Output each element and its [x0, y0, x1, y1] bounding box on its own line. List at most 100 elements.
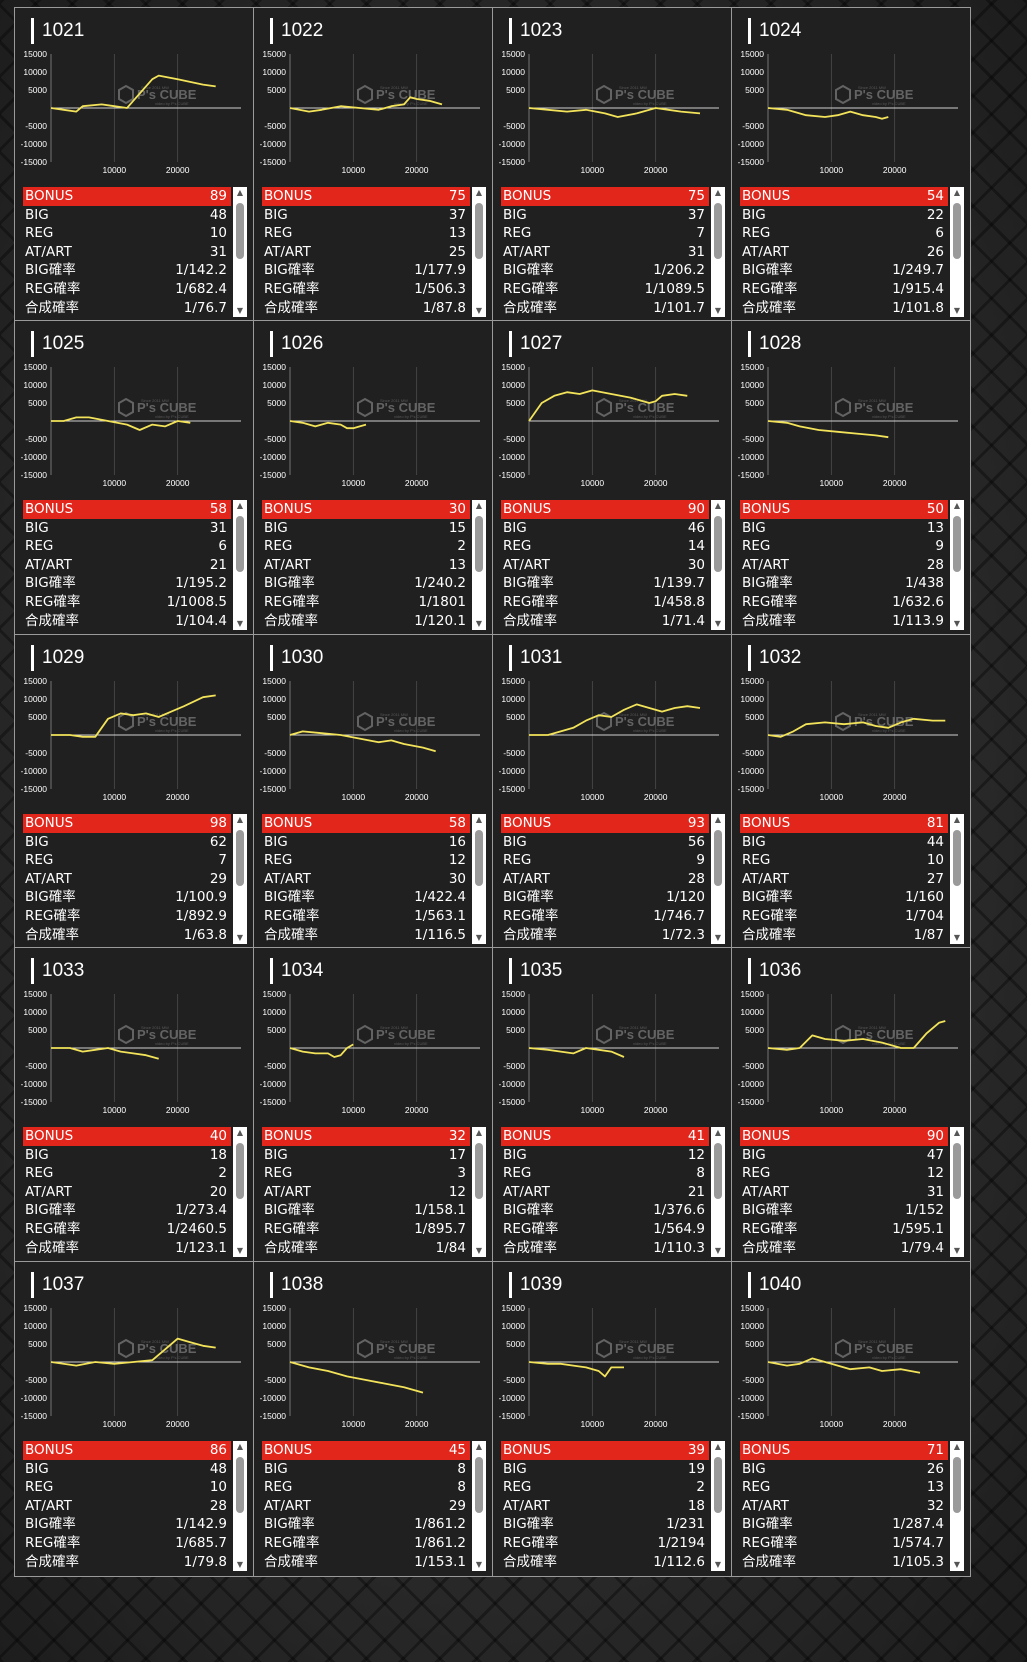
stats-scrollbar[interactable]: ▲ ▼: [950, 814, 964, 944]
scroll-thumb[interactable]: [236, 830, 244, 886]
up-arrow-icon[interactable]: ▲: [475, 1128, 483, 1137]
machine-card[interactable]: 1029 15000 10000 5000 -5000 -10000 -15000 10000…: [14, 634, 254, 950]
scroll-thumb[interactable]: [953, 1143, 961, 1199]
scroll-thumb[interactable]: [953, 830, 961, 886]
machine-card[interactable]: 1027 15000 10000 5000 -5000 -10000 -15000 10000…: [492, 320, 732, 636]
stats-scrollbar[interactable]: ▲ ▼: [233, 500, 247, 630]
up-arrow-icon[interactable]: ▲: [475, 815, 483, 824]
down-arrow-icon[interactable]: ▼: [236, 306, 244, 315]
machine-card[interactable]: 1034 15000 10000 5000 -5000 -10000 -15000 10000…: [253, 947, 493, 1263]
stats-scrollbar[interactable]: ▲ ▼: [472, 187, 486, 317]
machine-card[interactable]: 1031 15000 10000 5000 -5000 -10000 -15000 10000…: [492, 634, 732, 950]
scroll-thumb[interactable]: [714, 830, 722, 886]
machine-card[interactable]: 1036 15000 10000 5000 -5000 -10000 -15000 10000…: [731, 947, 971, 1263]
down-arrow-icon[interactable]: ▼: [236, 933, 244, 942]
up-arrow-icon[interactable]: ▲: [236, 501, 244, 510]
down-arrow-icon[interactable]: ▼: [475, 619, 483, 628]
scroll-thumb[interactable]: [953, 203, 961, 259]
up-arrow-icon[interactable]: ▲: [714, 815, 722, 824]
up-arrow-icon[interactable]: ▲: [953, 1128, 961, 1137]
up-arrow-icon[interactable]: ▲: [236, 1442, 244, 1451]
stats-scrollbar[interactable]: ▲ ▼: [233, 814, 247, 944]
scroll-thumb[interactable]: [236, 203, 244, 259]
machine-card[interactable]: 1032 15000 10000 5000 -5000 -10000 -15000 10000…: [731, 634, 971, 950]
scroll-thumb[interactable]: [714, 203, 722, 259]
scroll-thumb[interactable]: [236, 516, 244, 572]
stats-scrollbar[interactable]: ▲ ▼: [950, 1127, 964, 1257]
down-arrow-icon[interactable]: ▼: [714, 1560, 722, 1569]
machine-card[interactable]: 1033 15000 10000 5000 -5000 -10000 -15000 10000…: [14, 947, 254, 1263]
down-arrow-icon[interactable]: ▼: [236, 1246, 244, 1255]
stats-scrollbar[interactable]: ▲ ▼: [711, 1441, 725, 1571]
down-arrow-icon[interactable]: ▼: [953, 306, 961, 315]
scroll-thumb[interactable]: [714, 1143, 722, 1199]
up-arrow-icon[interactable]: ▲: [714, 501, 722, 510]
down-arrow-icon[interactable]: ▼: [953, 1246, 961, 1255]
down-arrow-icon[interactable]: ▼: [475, 306, 483, 315]
stats-scrollbar[interactable]: ▲ ▼: [711, 500, 725, 630]
scroll-thumb[interactable]: [475, 1457, 483, 1513]
up-arrow-icon[interactable]: ▲: [475, 1442, 483, 1451]
scroll-thumb[interactable]: [475, 1143, 483, 1199]
down-arrow-icon[interactable]: ▼: [953, 619, 961, 628]
up-arrow-icon[interactable]: ▲: [953, 501, 961, 510]
up-arrow-icon[interactable]: ▲: [714, 188, 722, 197]
machine-card[interactable]: 1025 15000 10000 5000 -5000 -10000 -15000 10000…: [14, 320, 254, 636]
machine-card[interactable]: 1023 15000 10000 5000 -5000 -10000 -15000 10000…: [492, 7, 732, 323]
machine-card[interactable]: 1035 15000 10000 5000 -5000 -10000 -15000 10000…: [492, 947, 732, 1263]
up-arrow-icon[interactable]: ▲: [236, 1128, 244, 1137]
up-arrow-icon[interactable]: ▲: [953, 815, 961, 824]
scroll-thumb[interactable]: [714, 1457, 722, 1513]
down-arrow-icon[interactable]: ▼: [475, 1560, 483, 1569]
down-arrow-icon[interactable]: ▼: [475, 1246, 483, 1255]
scroll-thumb[interactable]: [236, 1143, 244, 1199]
machine-card[interactable]: 1038 15000 10000 5000 -5000 -10000 -15000 10000…: [253, 1261, 493, 1577]
up-arrow-icon[interactable]: ▲: [475, 188, 483, 197]
stats-scrollbar[interactable]: ▲ ▼: [711, 187, 725, 317]
stats-scrollbar[interactable]: ▲ ▼: [711, 1127, 725, 1257]
machine-card[interactable]: 1039 15000 10000 5000 -5000 -10000 -15000 10000…: [492, 1261, 732, 1577]
scroll-thumb[interactable]: [714, 516, 722, 572]
scroll-thumb[interactable]: [475, 203, 483, 259]
machine-card[interactable]: 1022 15000 10000 5000 -5000 -10000 -15000 10000…: [253, 7, 493, 323]
stats-scrollbar[interactable]: ▲ ▼: [233, 1127, 247, 1257]
machine-card[interactable]: 1030 15000 10000 5000 -5000 -10000 -15000 10000…: [253, 634, 493, 950]
down-arrow-icon[interactable]: ▼: [714, 933, 722, 942]
stats-scrollbar[interactable]: ▲ ▼: [233, 187, 247, 317]
down-arrow-icon[interactable]: ▼: [953, 933, 961, 942]
stats-scrollbar[interactable]: ▲ ▼: [472, 500, 486, 630]
down-arrow-icon[interactable]: ▼: [953, 1560, 961, 1569]
up-arrow-icon[interactable]: ▲: [714, 1442, 722, 1451]
up-arrow-icon[interactable]: ▲: [475, 501, 483, 510]
up-arrow-icon[interactable]: ▲: [236, 188, 244, 197]
scroll-thumb[interactable]: [236, 1457, 244, 1513]
up-arrow-icon[interactable]: ▲: [714, 1128, 722, 1137]
stats-scrollbar[interactable]: ▲ ▼: [711, 814, 725, 944]
machine-card[interactable]: 1037 15000 10000 5000 -5000 -10000 -15000 10000…: [14, 1261, 254, 1577]
up-arrow-icon[interactable]: ▲: [953, 188, 961, 197]
stats-scrollbar[interactable]: ▲ ▼: [472, 814, 486, 944]
stats-scrollbar[interactable]: ▲ ▼: [950, 187, 964, 317]
stats-scrollbar[interactable]: ▲ ▼: [950, 500, 964, 630]
stats-scrollbar[interactable]: ▲ ▼: [233, 1441, 247, 1571]
stats-scrollbar[interactable]: ▲ ▼: [472, 1441, 486, 1571]
scroll-thumb[interactable]: [475, 516, 483, 572]
up-arrow-icon[interactable]: ▲: [236, 815, 244, 824]
machine-card[interactable]: 1040 15000 10000 5000 -5000 -10000 -15000 10000…: [731, 1261, 971, 1577]
scroll-thumb[interactable]: [475, 830, 483, 886]
machine-card[interactable]: 1024 15000 10000 5000 -5000 -10000 -15000 10000…: [731, 7, 971, 323]
down-arrow-icon[interactable]: ▼: [714, 306, 722, 315]
scroll-thumb[interactable]: [953, 1457, 961, 1513]
down-arrow-icon[interactable]: ▼: [236, 1560, 244, 1569]
machine-card[interactable]: 1028 15000 10000 5000 -5000 -10000 -15000 10000…: [731, 320, 971, 636]
down-arrow-icon[interactable]: ▼: [714, 1246, 722, 1255]
stats-scrollbar[interactable]: ▲ ▼: [950, 1441, 964, 1571]
down-arrow-icon[interactable]: ▼: [714, 619, 722, 628]
scroll-thumb[interactable]: [953, 516, 961, 572]
up-arrow-icon[interactable]: ▲: [953, 1442, 961, 1451]
down-arrow-icon[interactable]: ▼: [236, 619, 244, 628]
down-arrow-icon[interactable]: ▼: [475, 933, 483, 942]
stats-scrollbar[interactable]: ▲ ▼: [472, 1127, 486, 1257]
machine-card[interactable]: 1026 15000 10000 5000 -5000 -10000 -15000 10000…: [253, 320, 493, 636]
machine-card[interactable]: 1021 15000 10000 5000 -5000 -10000 -15000 10000…: [14, 7, 254, 323]
